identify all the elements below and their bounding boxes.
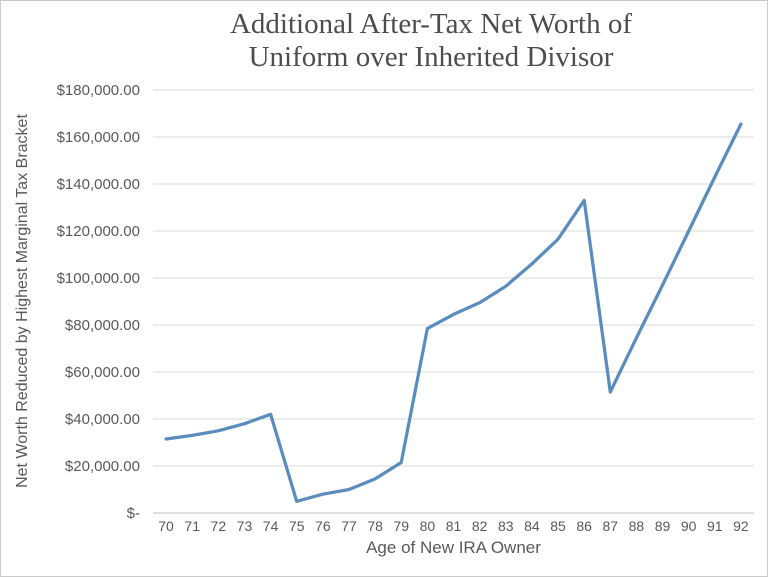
x-tick-label: 87: [602, 518, 618, 534]
y-tick-label: $80,000.00: [65, 317, 140, 334]
x-axis-title: Age of New IRA Owner: [366, 538, 541, 557]
x-tick-label: 86: [576, 518, 592, 534]
y-tick-label: $20,000.00: [65, 458, 140, 475]
x-tick-label: 90: [681, 518, 697, 534]
y-tick-label: $40,000.00: [65, 411, 140, 428]
x-tick-label: 70: [158, 518, 174, 534]
gridlines: [153, 89, 754, 467]
x-tick-label: 84: [524, 518, 540, 534]
x-tick-label: 88: [629, 518, 645, 534]
x-tick-label: 83: [498, 518, 514, 534]
x-tick-label: 75: [289, 518, 305, 534]
x-tick-label: 72: [211, 518, 227, 534]
x-tick-label: 79: [393, 518, 409, 534]
y-tick-labels: $- $20,000.00 $40,000.00 $60,000.00 $80,000.…: [57, 82, 140, 522]
y-tick-label: $160,000.00: [57, 129, 140, 146]
x-tick-label: 92: [733, 518, 749, 534]
y-tick-label: $180,000.00: [57, 82, 140, 99]
x-tick-label: 91: [707, 518, 723, 534]
chart-title: Additional After-Tax Net Worth of Unifor…: [96, 8, 766, 75]
x-tick-label: 71: [184, 518, 200, 534]
x-tick-label: 81: [446, 518, 462, 534]
x-tick-label: 85: [550, 518, 566, 534]
y-tick-label: $140,000.00: [57, 176, 140, 193]
x-tick-label: 73: [237, 518, 253, 534]
x-tick-label: 82: [472, 518, 488, 534]
x-tick-label: 74: [263, 518, 279, 534]
x-tick-label: 80: [420, 518, 436, 534]
x-tick-label: 77: [341, 518, 357, 534]
x-tick-labels: 70 71 72 73 74 75 76 77 78 79 80 81 82 83 84 85 86 87 88 89…: [158, 518, 749, 534]
series-line: [164, 122, 743, 503]
chart-title-line1: Additional After-Tax Net Worth of: [229, 8, 633, 40]
y-tick-label: $-: [127, 505, 140, 522]
chart-title-line2: Uniform over Inherited Divisor: [248, 41, 614, 74]
y-axis-title: Net Worth Reduced by Highest Marginal Ta…: [14, 114, 31, 488]
y-tick-label: $100,000.00: [57, 270, 140, 287]
y-tick-label: $120,000.00: [57, 223, 140, 240]
x-tick-label: 89: [655, 518, 671, 534]
x-tick-label: 76: [315, 518, 331, 534]
y-tick-label: $60,000.00: [65, 364, 140, 381]
x-tick-label: 78: [367, 518, 383, 534]
